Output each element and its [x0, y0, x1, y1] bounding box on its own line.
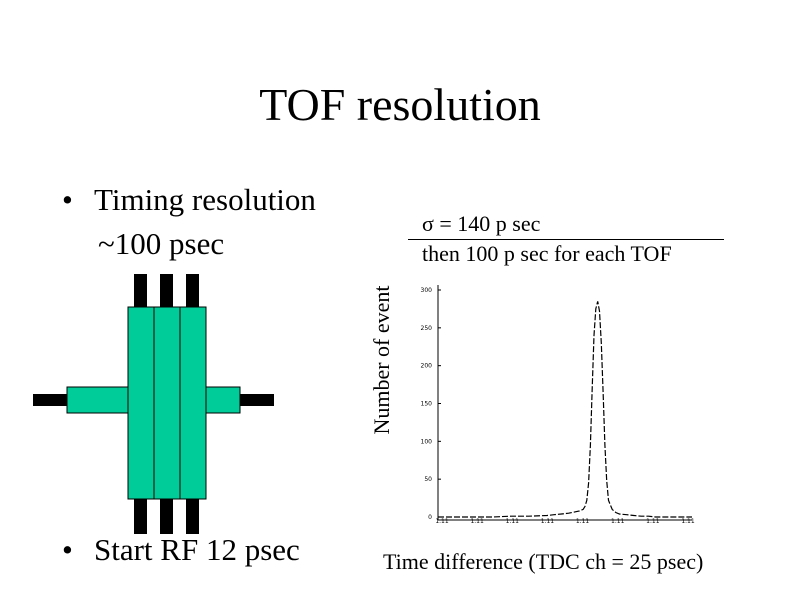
y-axis-label: Number of event: [369, 285, 394, 435]
x-tick-label: 1.11: [506, 518, 520, 525]
histogram-line: [438, 301, 692, 518]
x-tick-label: 1.11: [541, 518, 555, 525]
bullet-text: Timing resolution: [94, 182, 316, 217]
x-tick-label: 1.11: [576, 518, 590, 525]
x-tick-label: 1.11: [646, 518, 660, 525]
y-tick-label: 0: [428, 514, 432, 521]
x-tick-label: 1.11: [470, 518, 484, 525]
y-tick-label: 250: [421, 325, 433, 332]
per-tof-annotation: then 100 p sec for each TOF: [422, 241, 672, 266]
x-tick-label: 1.11: [611, 518, 625, 525]
pmt-right: [238, 394, 274, 406]
pmt-top-2: [160, 274, 173, 308]
x-axis-label: Time difference (TDC ch = 25 psec): [383, 549, 704, 574]
slide-title: TOF resolution: [259, 79, 541, 130]
y-tick-label: 50: [424, 476, 432, 483]
x-tick-label: 1.11: [435, 518, 449, 525]
pmt-bottom-2: [160, 498, 173, 534]
sigma-annotation: σ = 140 p sec: [422, 211, 541, 236]
bullet-text: Start RF 12 psec: [94, 532, 300, 567]
pmt-top-3: [186, 274, 199, 308]
bullet-dot: •: [62, 532, 73, 567]
pmt-bottom-1: [134, 498, 147, 534]
bullet-start-rf: • Start RF 12 psec: [62, 532, 300, 568]
y-tick-label: 300: [421, 287, 433, 294]
y-tick-label: 100: [421, 438, 433, 445]
pmt-bottom-3: [186, 498, 199, 534]
y-tick-label: 200: [421, 363, 433, 370]
x-tick-label: 1.11: [681, 518, 695, 525]
pmt-top-1: [134, 274, 147, 308]
bullet-timing-resolution: • Timing resolution: [62, 182, 316, 218]
bullet-dot: •: [62, 182, 73, 217]
pmt-left: [33, 394, 69, 406]
scintillator-bar-1: [127, 306, 155, 500]
scintillator-bar-3: [179, 306, 207, 500]
y-tick-label: 150: [421, 401, 433, 408]
scintillator-bar-2: [153, 306, 181, 500]
bullet-timing-resolution-value: ~100 psec: [98, 226, 225, 261]
annotation-divider: [408, 239, 724, 240]
